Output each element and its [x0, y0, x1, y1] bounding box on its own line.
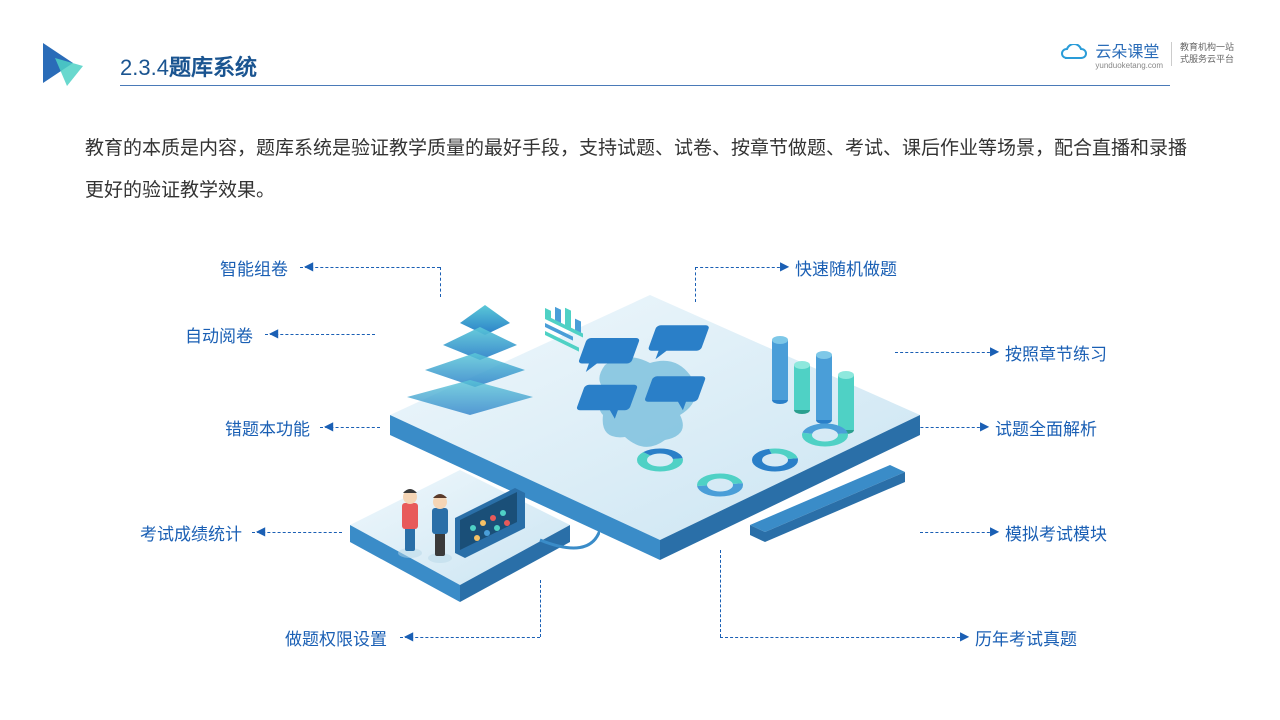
cloud-icon [1059, 44, 1087, 64]
arrow-icon: ▶ [960, 629, 969, 643]
arrow-icon: ▶ [990, 524, 999, 538]
arrow-icon: ◀ [256, 524, 265, 538]
feature-full-analysis: 试题全面解析 [995, 415, 1097, 440]
small-platform-illustration [340, 450, 600, 650]
logo-divider [1171, 42, 1172, 66]
feature-score-stats: 考试成绩统计 [140, 520, 242, 545]
logo-tagline: 教育机构一站式服务云平台 [1180, 42, 1240, 65]
section-number: 2.3.4 [120, 55, 169, 80]
arrow-icon: ▶ [990, 344, 999, 358]
brand-logo: 云朵课堂 yunduoketang.com 教育机构一站式服务云平台 [1059, 38, 1240, 70]
feature-chapter-practice: 按照章节练习 [1005, 340, 1107, 365]
logo-url: yunduoketang.com [1095, 62, 1163, 70]
slide-description: 教育的本质是内容，题库系统是验证教学质量的最好手段，支持试题、试卷、按章节做题、… [85, 128, 1205, 212]
feature-auto-grade: 自动阅卷 [185, 322, 253, 347]
feature-diagram: 智能组卷 ◀ 自动阅卷 ◀ 错题本功能 ◀ 考试成绩统计 ◀ 做题权限设置 ◀ … [0, 230, 1280, 690]
arrow-icon: ◀ [269, 326, 278, 340]
arrow-icon: ◀ [304, 259, 313, 273]
feature-smart-compose: 智能组卷 [220, 255, 288, 280]
slide-title: 2.3.4题库系统 [120, 50, 257, 82]
logo-name: 云朵课堂 [1095, 38, 1163, 62]
feature-mock-exam: 模拟考试模块 [1005, 520, 1107, 545]
feature-past-exams: 历年考试真题 [975, 625, 1077, 650]
title-text: 题库系统 [169, 55, 257, 80]
feature-wrong-book: 错题本功能 [225, 415, 310, 440]
arrow-icon: ◀ [324, 419, 333, 433]
slide-arrow-icon [35, 38, 85, 88]
title-underline [120, 85, 1170, 86]
arrow-icon: ▶ [980, 419, 989, 433]
